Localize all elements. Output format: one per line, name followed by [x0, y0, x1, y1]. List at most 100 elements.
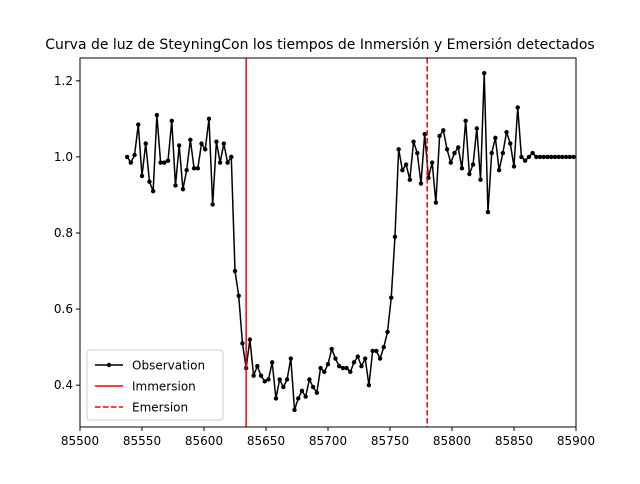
- observation-point: [374, 348, 379, 354]
- observation-point: [400, 168, 405, 173]
- y-tick-label: 0.8: [54, 226, 73, 240]
- observation-point: [370, 348, 375, 354]
- observation-point: [262, 379, 267, 384]
- y-tick-label: 0.4: [54, 378, 73, 392]
- x-tick-label: 85800: [433, 434, 471, 448]
- observation-point: [433, 200, 439, 205]
- legend-label-emersion: Emersion: [132, 401, 188, 415]
- observation-point: [470, 162, 476, 167]
- observation-point: [191, 166, 197, 171]
- observation-point: [496, 168, 502, 173]
- legend-marker-observation: [106, 362, 112, 368]
- observation-point: [229, 154, 234, 160]
- observation-point: [288, 356, 293, 361]
- observation-point: [485, 209, 491, 215]
- observation-point: [522, 158, 528, 163]
- observation-point: [232, 268, 238, 274]
- observation-point: [456, 145, 461, 150]
- observation-point: [162, 160, 167, 165]
- observation-point: [221, 141, 227, 146]
- observation-point: [322, 369, 327, 375]
- chart-title: Curva de luz de SteyningCon los tiempos …: [45, 37, 594, 53]
- observation-point: [359, 363, 364, 369]
- observation-point: [489, 150, 494, 156]
- observation-point: [530, 150, 535, 156]
- observation-point: [560, 154, 565, 160]
- observation-point: [143, 141, 148, 146]
- observation-point: [303, 394, 308, 399]
- observation-point: [154, 112, 160, 118]
- observation-point: [195, 166, 200, 171]
- observation-point: [284, 377, 290, 382]
- observation-point: [336, 363, 342, 369]
- y-tick-label: 0.6: [54, 302, 73, 316]
- x-tick-label: 85900: [557, 434, 595, 448]
- legend: Observation Immersion Emersion: [86, 349, 224, 421]
- plot-area: [124, 58, 576, 427]
- observation-point: [199, 141, 204, 146]
- observation-point: [463, 118, 468, 123]
- observation-point: [515, 105, 520, 110]
- observation-point: [541, 154, 546, 160]
- observation-point: [429, 160, 435, 165]
- observation-point: [355, 354, 360, 359]
- observation-point: [150, 188, 156, 194]
- observation-point: [348, 369, 353, 375]
- y-tick-label: 1.0: [54, 150, 73, 164]
- observation-point: [519, 154, 524, 160]
- observation-point: [526, 154, 532, 160]
- observation-point: [277, 377, 282, 382]
- observation-point: [504, 129, 509, 135]
- x-tick-label: 85650: [247, 434, 285, 448]
- x-tick-label: 85700: [309, 434, 347, 448]
- observation-point: [556, 154, 561, 160]
- observation-point: [340, 365, 346, 371]
- observation-point: [537, 154, 543, 160]
- observation-point: [136, 122, 141, 127]
- legend-box: [86, 349, 224, 421]
- observation-point: [184, 168, 189, 173]
- observation-point: [247, 337, 253, 342]
- observation-point: [571, 154, 576, 160]
- observation-point: [411, 139, 416, 144]
- observation-point: [203, 147, 208, 152]
- observation-point: [281, 384, 286, 390]
- observation-point: [467, 171, 472, 177]
- observation-point: [139, 173, 145, 179]
- observation-point: [296, 396, 301, 401]
- observation-point: [318, 365, 323, 371]
- legend-label-immersion: Immersion: [132, 380, 196, 394]
- observation-point: [325, 362, 331, 367]
- observation-point: [392, 234, 398, 239]
- observation-point: [385, 329, 390, 335]
- observation-point: [329, 346, 334, 352]
- observation-point: [478, 177, 483, 182]
- observation-point: [563, 154, 569, 160]
- observation-point: [188, 137, 193, 142]
- observation-point: [124, 154, 130, 160]
- observation-point: [266, 377, 271, 382]
- observation-point: [459, 166, 465, 171]
- observation-point: [307, 377, 312, 382]
- observation-point: [225, 160, 230, 165]
- x-tick-label: 85750: [371, 434, 409, 448]
- observation-point: [403, 162, 409, 167]
- observation-point: [407, 177, 413, 182]
- x-tick-label: 85600: [185, 434, 223, 448]
- observation-point: [422, 131, 427, 137]
- observation-point: [567, 154, 572, 160]
- observation-point: [363, 356, 368, 361]
- observation-point: [173, 183, 178, 188]
- observation-point: [177, 143, 182, 148]
- observation-point: [448, 160, 453, 165]
- x-tick-label: 85500: [61, 434, 99, 448]
- observation-point: [418, 181, 424, 186]
- observation-point: [314, 390, 320, 395]
- observation-point: [206, 116, 212, 122]
- observation-point: [474, 126, 479, 131]
- observation-point: [381, 344, 386, 350]
- observation-point: [217, 160, 223, 165]
- observation-point: [351, 360, 357, 365]
- observation-point: [310, 384, 316, 390]
